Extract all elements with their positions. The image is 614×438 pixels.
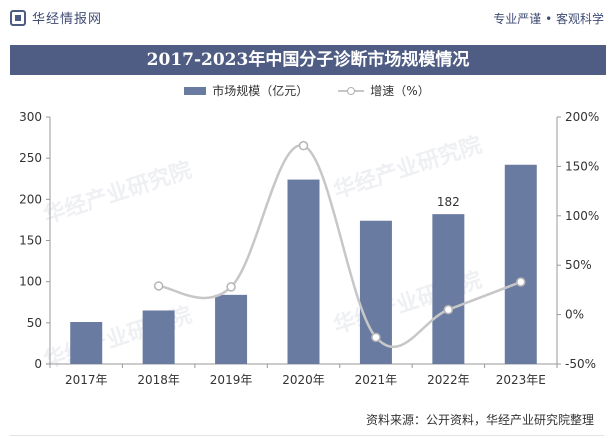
x-tick-label: 2020年 xyxy=(282,373,325,387)
x-tick-label: 2021年 xyxy=(355,373,398,387)
header-bar: 华经情报网 专业严谨 • 客观科学 xyxy=(0,0,614,34)
tagline: 专业严谨 • 客观科学 xyxy=(493,12,604,26)
bar xyxy=(504,164,537,364)
growth-point xyxy=(298,140,309,151)
legend-bar-label: 市场规模（亿元） xyxy=(212,84,309,98)
y-right-tick-label: 200% xyxy=(565,110,599,124)
bar xyxy=(215,294,248,364)
legend-bar-swatch xyxy=(184,86,207,95)
y-left-tick-label: 100 xyxy=(19,275,42,289)
bar xyxy=(359,220,392,364)
legend-item-line: 增速（%） xyxy=(338,82,430,99)
x-tick-label: 2023年E xyxy=(496,373,546,387)
bar xyxy=(70,322,103,364)
legend-line-label: 增速（%） xyxy=(370,84,430,98)
x-tick-label: 2018年 xyxy=(137,373,180,387)
legend-item-bar: 市场规模（亿元） xyxy=(184,82,308,99)
y-right-tick-label: 0% xyxy=(565,308,584,322)
y-right-tick-label: 150% xyxy=(565,159,599,173)
legend: 市场规模（亿元） 增速（%） xyxy=(0,82,614,99)
logo-text: 华经情报网 xyxy=(32,12,103,27)
logo: 华经情报网 xyxy=(10,8,102,27)
x-tick-label: 2019年 xyxy=(210,373,253,387)
growth-line xyxy=(158,144,522,348)
y-right-tick-label: 50% xyxy=(565,258,592,272)
x-tick-label: 2022年 xyxy=(427,373,470,387)
y-left-tick-label: 300 xyxy=(19,110,42,124)
bottom-divider xyxy=(10,435,604,436)
bar xyxy=(142,310,175,364)
growth-point xyxy=(371,332,381,343)
growth-point xyxy=(153,281,164,291)
chart-title: 2017-2023年中国分子诊断市场规模情况 xyxy=(10,45,606,75)
y-right-tick-label: 100% xyxy=(565,209,599,223)
y-left-tick-label: 250 xyxy=(19,151,42,165)
x-tick-label: 2017年 xyxy=(65,373,108,387)
y-left-tick-label: 0 xyxy=(34,357,42,371)
growth-point xyxy=(443,304,454,315)
source-note: 资料来源：公开资料，华经产业研究院整理 xyxy=(365,413,594,427)
data-label: 182 xyxy=(437,195,460,209)
huajing-logo-icon xyxy=(10,9,26,26)
growth-point xyxy=(226,282,236,292)
bar xyxy=(432,214,465,364)
bar xyxy=(287,179,320,364)
y-left-tick-label: 200 xyxy=(19,192,42,206)
growth-point xyxy=(516,277,526,287)
legend-line-swatch xyxy=(338,86,365,96)
y-right-tick-label: -50% xyxy=(565,357,596,371)
y-left-tick-label: 150 xyxy=(19,234,42,248)
y-left-tick-label: 50 xyxy=(27,316,42,330)
